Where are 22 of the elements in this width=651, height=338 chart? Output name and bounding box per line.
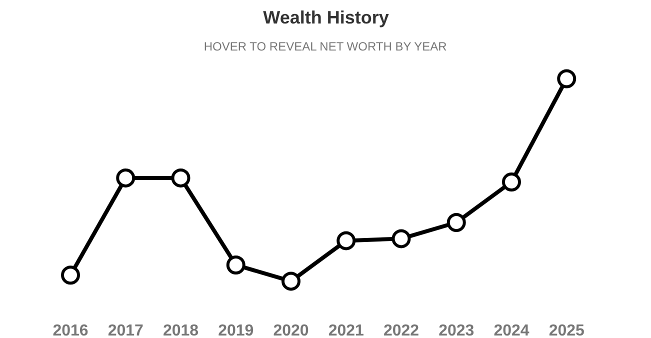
x-tick-label: 2020 bbox=[273, 322, 309, 338]
point bbox=[116, 168, 136, 188]
x-tick-label: 2022 bbox=[383, 322, 420, 338]
chart-subtitle: HOVER TO REVEAL NET WORTH BY YEAR bbox=[204, 40, 448, 54]
x-tick-label: 2023 bbox=[438, 322, 474, 338]
point bbox=[446, 213, 466, 232]
point bbox=[392, 229, 411, 248]
x-tick-label: 2025 bbox=[548, 322, 585, 338]
x-tick-label: 2018 bbox=[162, 322, 199, 338]
point bbox=[557, 69, 576, 88]
point bbox=[61, 266, 80, 285]
x-tick-label: 2016 bbox=[52, 322, 88, 338]
point bbox=[281, 272, 300, 291]
x-tick-label: 2021 bbox=[328, 322, 364, 338]
x-tick-label: 2024 bbox=[494, 322, 530, 338]
point bbox=[226, 256, 246, 274]
chart-title: Wealth History bbox=[263, 8, 389, 28]
point bbox=[171, 168, 190, 188]
point bbox=[502, 172, 521, 192]
x-tick-label: 2019 bbox=[218, 322, 254, 338]
x-tick-label: 2017 bbox=[108, 322, 144, 338]
point bbox=[336, 231, 356, 250]
